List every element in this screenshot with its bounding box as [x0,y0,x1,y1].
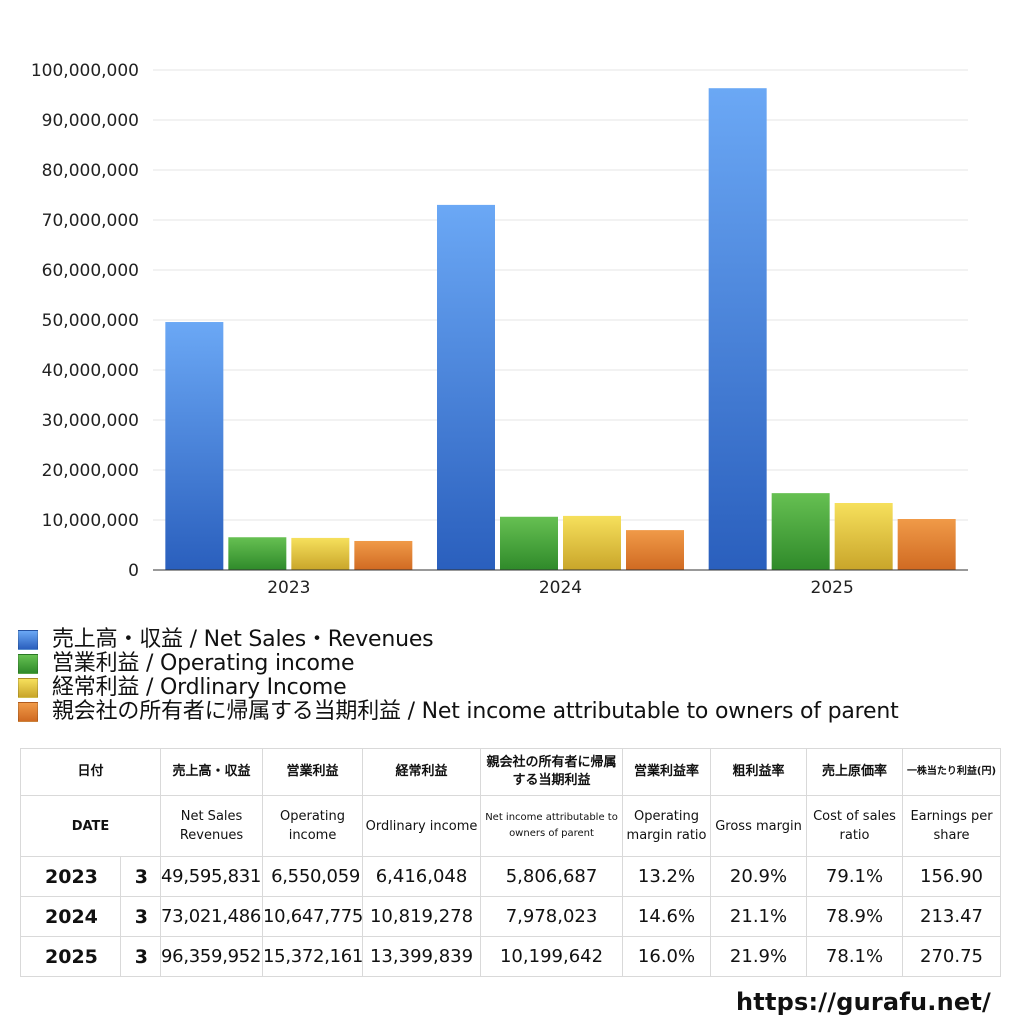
bar-2023-series-1 [228,537,287,570]
y-tick-label: 0 [128,561,139,581]
bar-2025-series-3 [897,519,956,570]
cell-op: 6,550,059 [262,856,364,897]
y-tick-label: 20,000,000 [42,461,139,481]
header-gm-jp: 粗利益率 [710,748,808,796]
table-row: 2023 3 49,595,831 6,550,059 6,416,048 5,… [20,856,1002,897]
legend-swatch-yellow [18,678,38,698]
chart-legend: 売上高・収益 / Net Sales・Revenues 営業利益 / Opera… [18,628,899,724]
header-date-en: DATE [19,795,162,857]
cell-opm: 16.0% [622,936,712,977]
header-sales-jp: 売上高・収益 [160,748,264,796]
cell-sales: 49,595,831 [160,856,264,897]
y-tick-label: 30,000,000 [42,411,139,431]
cell-ord: 10,819,278 [362,896,482,937]
financial-summary-table: 日付 売上高・収益 営業利益 経常利益 親会社の所有者に帰属する当期利益 営業利… [19,748,1002,977]
header-eps-en: Earnings per share [902,795,1002,857]
cell-gm: 20.9% [710,856,808,897]
bar-2025-series-0 [708,88,767,570]
header-opm-en: Operating margin ratio [622,795,712,857]
legend-item-ordinary-income: 経常利益 / Ordlinary Income [18,676,899,700]
cell-year: 2025 [20,936,121,977]
x-tick-label: 2023 [267,578,310,598]
y-tick-label: 70,000,000 [42,211,139,231]
y-tick-label: 80,000,000 [42,161,139,181]
legend-swatch-orange [18,702,38,722]
cell-eps: 213.47 [902,896,1002,937]
cell-net: 5,806,687 [480,856,624,897]
cell-cos: 79.1% [806,856,904,897]
cell-year: 2023 [20,856,121,897]
cell-net: 7,978,023 [480,896,624,937]
header-cos-jp: 売上原価率 [806,748,904,796]
cell-sales: 73,021,486 [160,896,264,937]
table-header-en: DATE Net Sales Revenues Operating income… [19,795,1002,857]
bar-2023-series-3 [354,540,413,570]
header-net-jp: 親会社の所有者に帰属する当期利益 [480,748,624,796]
chart-grid [153,69,968,521]
cell-opm: 13.2% [622,856,712,897]
bar-2023-series-2 [291,537,350,570]
header-op-en: Operating income [262,795,364,857]
legend-label: 経常利益 / Ordlinary Income [52,675,347,700]
table-row: 2025 3 96,359,952 15,372,161 13,399,839 … [20,936,1002,977]
cell-gm: 21.9% [710,936,808,977]
legend-label: 営業利益 / Operating income [52,651,355,676]
chart-bars [165,88,956,570]
bar-2024-series-3 [626,530,684,570]
cell-op: 10,647,775 [262,896,364,937]
cell-ord: 6,416,048 [362,856,482,897]
header-cos-en: Cost of sales ratio [806,795,904,857]
header-sales-en: Net Sales Revenues [160,795,264,857]
header-net-en: Net income attributable to owners of par… [480,795,624,857]
cell-month: 3 [119,936,162,977]
bar-2024-series-0 [437,204,495,570]
cell-cos: 78.9% [806,896,904,937]
bar-chart: 0 10,000,000 20,000,000 30,000,000 40,000,00… [31,61,968,598]
bar-2024-series-2 [563,515,621,570]
legend-item-net-income: 親会社の所有者に帰属する当期利益 / Net income attributab… [18,700,899,724]
cell-month: 3 [119,896,162,937]
y-tick-label: 90,000,000 [42,111,139,131]
legend-item-operating-income: 営業利益 / Operating income [18,652,899,676]
legend-label: 親会社の所有者に帰属する当期利益 / Net income attributab… [52,699,899,724]
x-tick-label: 2025 [811,578,854,598]
y-tick-label: 50,000,000 [42,311,139,331]
cell-eps: 270.75 [902,936,1002,977]
x-tick-label: 2024 [539,578,582,598]
y-tick-label: 60,000,000 [42,261,139,281]
cell-year: 2024 [20,896,121,937]
header-ord-en: Ordlinary income [362,795,482,857]
header-op-jp: 営業利益 [262,748,364,796]
cell-month: 3 [119,856,162,897]
cell-opm: 14.6% [622,896,712,937]
y-tick-label: 40,000,000 [42,361,139,381]
y-tick-label: 100,000,000 [31,61,139,81]
legend-swatch-green [18,654,38,674]
cell-ord: 13,399,839 [362,936,482,977]
header-date-jp: 日付 [19,748,162,796]
header-opm-jp: 営業利益率 [622,748,712,796]
bar-2025-series-2 [834,503,893,570]
header-ord-jp: 経常利益 [362,748,482,796]
table-row: 2024 3 73,021,486 10,647,775 10,819,278 … [20,896,1002,937]
cell-cos: 78.1% [806,936,904,977]
legend-swatch-blue [18,630,38,650]
cell-net: 10,199,642 [480,936,624,977]
cell-eps: 156.90 [902,856,1002,897]
header-gm-en: Gross margin [710,795,808,857]
cell-sales: 96,359,952 [160,936,264,977]
y-tick-label: 10,000,000 [42,511,139,531]
site-watermark[interactable]: https://gurafu.net/ [736,988,991,1016]
legend-item-net-sales: 売上高・収益 / Net Sales・Revenues [18,628,899,652]
bar-2023-series-0 [165,322,224,570]
x-axis-tick-labels: 2023 2024 2025 [267,578,854,598]
cell-op: 15,372,161 [262,936,364,977]
legend-label: 売上高・収益 / Net Sales・Revenues [52,627,434,652]
table-header-jp: 日付 売上高・収益 営業利益 経常利益 親会社の所有者に帰属する当期利益 営業利… [19,748,1002,796]
header-eps-jp: 一株当たり利益(円) [902,748,1002,796]
cell-gm: 21.1% [710,896,808,937]
y-axis-tick-labels: 0 10,000,000 20,000,000 30,000,000 40,000,00… [31,61,139,581]
bar-2024-series-1 [500,516,558,570]
bar-2025-series-1 [771,493,830,570]
